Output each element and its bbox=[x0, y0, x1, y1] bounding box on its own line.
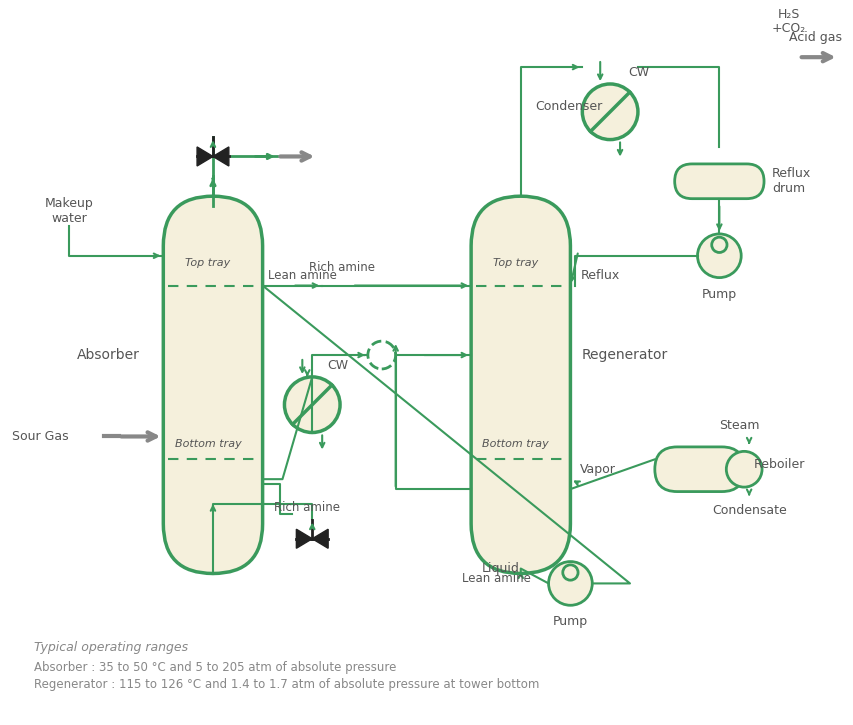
Text: Reflux: Reflux bbox=[580, 269, 619, 282]
Circle shape bbox=[368, 341, 395, 369]
Text: H₂S: H₂S bbox=[777, 7, 799, 20]
Text: Lean amine: Lean amine bbox=[267, 269, 336, 282]
Circle shape bbox=[697, 234, 740, 278]
Text: Pump: Pump bbox=[701, 288, 736, 301]
Text: CW: CW bbox=[327, 359, 348, 372]
Text: Sour Gas: Sour Gas bbox=[12, 430, 69, 443]
Text: Reflux
drum: Reflux drum bbox=[771, 167, 810, 195]
Text: Condenser: Condenser bbox=[535, 100, 602, 113]
Circle shape bbox=[562, 565, 577, 580]
Polygon shape bbox=[312, 529, 328, 548]
Circle shape bbox=[711, 237, 726, 252]
Text: Bottom tray: Bottom tray bbox=[174, 439, 241, 450]
Text: Top tray: Top tray bbox=[492, 257, 537, 268]
Polygon shape bbox=[197, 147, 212, 166]
Polygon shape bbox=[212, 147, 229, 166]
Text: Absorber: Absorber bbox=[77, 348, 140, 362]
Circle shape bbox=[582, 84, 637, 140]
Text: Reboiler: Reboiler bbox=[753, 457, 804, 471]
Text: Regenerator: Regenerator bbox=[581, 348, 667, 362]
FancyBboxPatch shape bbox=[674, 164, 763, 199]
Text: Steam: Steam bbox=[718, 418, 758, 431]
Text: Liquid: Liquid bbox=[481, 562, 519, 575]
Text: Top tray: Top tray bbox=[185, 257, 230, 268]
Text: Regenerator : 115 to 126 °C and 1.4 to 1.7 atm of absolute pressure at tower bot: Regenerator : 115 to 126 °C and 1.4 to 1… bbox=[34, 678, 539, 691]
Text: Acid gas: Acid gas bbox=[788, 30, 841, 44]
Circle shape bbox=[725, 452, 761, 487]
Text: CW: CW bbox=[627, 66, 648, 79]
Text: Bottom tray: Bottom tray bbox=[482, 439, 548, 450]
Polygon shape bbox=[296, 529, 312, 548]
Text: Pump: Pump bbox=[552, 616, 588, 628]
Text: Makeup
water: Makeup water bbox=[44, 197, 93, 225]
Text: Condensate: Condensate bbox=[711, 504, 786, 517]
Text: +CO₂: +CO₂ bbox=[771, 22, 805, 36]
Circle shape bbox=[284, 377, 339, 433]
Text: Vapor: Vapor bbox=[580, 463, 616, 476]
Text: Typical operating ranges: Typical operating ranges bbox=[34, 642, 189, 655]
Text: Rich amine: Rich amine bbox=[274, 501, 339, 514]
FancyBboxPatch shape bbox=[654, 447, 743, 492]
Text: Absorber : 35 to 50 °C and 5 to 205 atm of absolute pressure: Absorber : 35 to 50 °C and 5 to 205 atm … bbox=[34, 661, 396, 674]
FancyBboxPatch shape bbox=[163, 196, 263, 573]
Text: Rich amine: Rich amine bbox=[309, 260, 374, 273]
Circle shape bbox=[548, 562, 592, 605]
Text: Lean amine: Lean amine bbox=[461, 572, 530, 585]
FancyBboxPatch shape bbox=[471, 196, 570, 573]
